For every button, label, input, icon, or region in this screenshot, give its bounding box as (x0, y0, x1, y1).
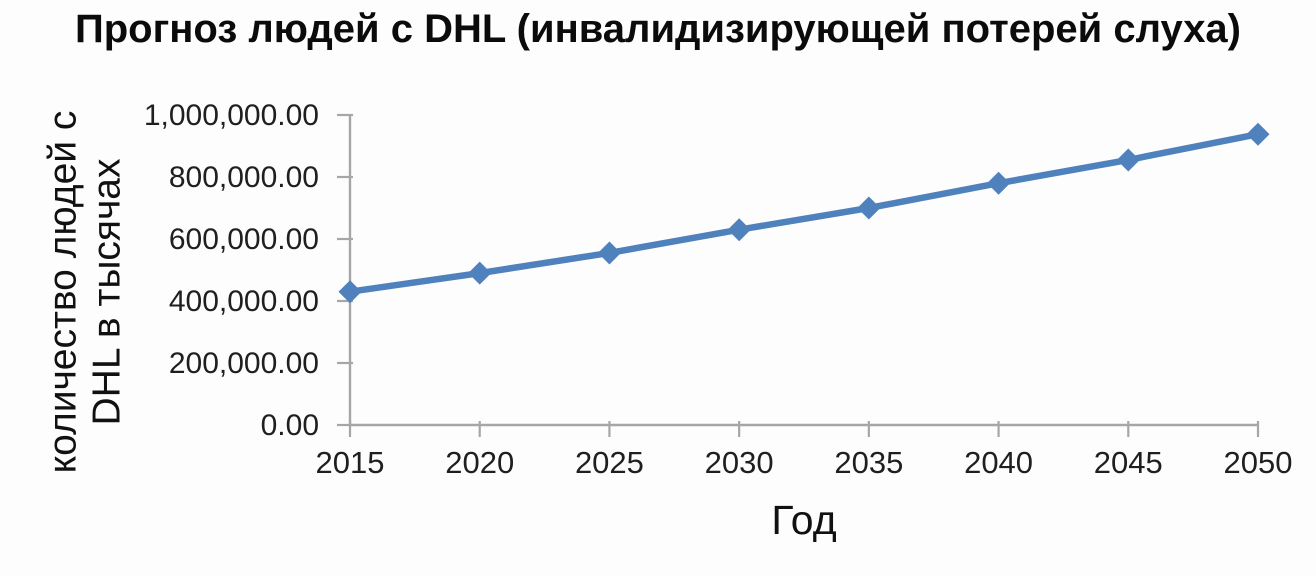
y-axis-ticks: 0.00 200,000.00 400,000.00 600,000.00 800,00… (144, 99, 353, 442)
x-tick-label: 2025 (575, 445, 644, 480)
x-tick-label: 2020 (445, 445, 514, 480)
y-tick-label: 200,000.00 (169, 347, 319, 380)
data-point-marker (727, 218, 751, 242)
x-tick-label: 2050 (1224, 445, 1293, 480)
series-line (346, 130, 1262, 295)
axes (348, 115, 1258, 427)
data-point-marker (338, 280, 362, 304)
data-series (338, 122, 1270, 304)
data-point-marker (1116, 148, 1140, 172)
y-axis-title-line2: DHL в тысячах (86, 158, 129, 425)
y-tick-label: 400,000.00 (169, 285, 319, 318)
x-tick-label: 2035 (834, 445, 903, 480)
y-tick-label: 1,000,000.00 (144, 99, 319, 132)
x-tick-label: 2045 (1094, 445, 1163, 480)
x-tick-label: 2040 (964, 445, 1033, 480)
chart-title: Прогноз людей с DHL (инвалидизирующей по… (74, 7, 1241, 51)
data-point-marker (857, 196, 881, 220)
y-tick-label: 800,000.00 (169, 161, 319, 194)
y-tick-label: 0.00 (261, 409, 319, 442)
x-axis-ticks: 2015 2020 2025 2030 2035 2040 2045 2050 (316, 421, 1293, 480)
y-axis-title-line1: количество людей с (42, 111, 85, 474)
data-point-marker (597, 241, 621, 265)
data-point-marker (1246, 122, 1270, 146)
x-tick-label: 2030 (705, 445, 774, 480)
data-point-marker (468, 261, 492, 285)
x-axis-title: Год (771, 497, 836, 543)
data-point-marker (987, 171, 1011, 195)
x-tick-label: 2015 (316, 445, 385, 480)
y-tick-label: 600,000.00 (169, 223, 319, 256)
